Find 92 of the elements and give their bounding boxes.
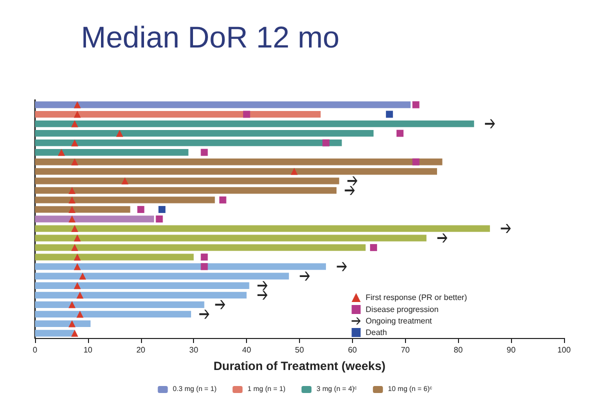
bar	[35, 234, 426, 242]
point	[219, 196, 226, 204]
bar	[35, 292, 247, 298]
point	[68, 196, 76, 204]
point	[71, 244, 78, 252]
point	[76, 310, 84, 318]
chart-title: Median DoR 12 mo	[81, 22, 340, 54]
point	[71, 225, 78, 232]
bar	[35, 187, 337, 194]
point	[74, 110, 81, 118]
point	[386, 110, 393, 118]
point	[412, 158, 420, 166]
point	[68, 301, 76, 308]
x-tick-label: 40	[242, 346, 252, 354]
x-tick-label: 100	[557, 346, 572, 354]
point	[68, 206, 76, 213]
point	[200, 263, 208, 270]
bar	[35, 225, 490, 232]
point	[71, 330, 78, 337]
point	[121, 177, 128, 184]
point	[68, 320, 76, 328]
point	[137, 206, 144, 213]
bar	[35, 158, 442, 166]
point	[243, 110, 250, 118]
bar	[35, 206, 130, 213]
legend-label: First response (PR or better)	[366, 293, 468, 302]
point	[215, 300, 226, 310]
point	[347, 176, 358, 186]
point	[79, 272, 86, 280]
bar	[35, 110, 321, 118]
point	[71, 139, 78, 146]
point	[437, 234, 448, 243]
bar	[35, 196, 215, 204]
bar	[35, 310, 192, 318]
point	[68, 186, 76, 194]
point	[200, 254, 208, 261]
x-axis-title: Duration of Treatment (weeks)	[213, 359, 386, 373]
point	[344, 186, 355, 195]
point	[200, 148, 208, 156]
point	[396, 130, 404, 137]
point	[336, 262, 347, 272]
bar	[35, 178, 340, 184]
bar	[35, 140, 342, 146]
x-tick-label: 10	[83, 346, 93, 354]
point	[156, 216, 163, 222]
point	[257, 290, 268, 300]
x-tick-label: 80	[454, 346, 464, 354]
point	[300, 272, 310, 281]
bar	[35, 282, 250, 289]
bar	[35, 168, 438, 175]
point	[71, 120, 78, 128]
point	[68, 216, 76, 222]
point	[74, 254, 81, 261]
x-tick-label: 60	[348, 346, 358, 354]
legend-label: Ongoing treatment	[366, 316, 433, 326]
bar	[35, 244, 366, 251]
point	[370, 244, 378, 252]
x-tick-label: 20	[136, 346, 146, 354]
x-tick-label: 50	[295, 346, 304, 354]
point	[71, 158, 78, 166]
bar	[35, 301, 204, 308]
legend-label: Death	[366, 328, 387, 337]
point	[484, 119, 495, 128]
bar	[35, 101, 411, 108]
point	[290, 168, 298, 175]
x-tick-label: 90	[506, 346, 516, 354]
x-tick-label: 0	[32, 346, 38, 354]
bar	[35, 120, 474, 128]
point	[500, 224, 511, 234]
point	[74, 101, 81, 108]
point	[76, 292, 84, 299]
point	[412, 101, 420, 108]
point	[322, 139, 330, 146]
point	[74, 263, 81, 270]
point	[199, 310, 210, 319]
x-tick-label: 30	[189, 346, 199, 354]
x-tick-label: 70	[400, 346, 410, 354]
bar	[35, 320, 91, 328]
point	[158, 206, 166, 213]
bar	[35, 330, 75, 337]
legend-label: Disease progression	[366, 305, 439, 314]
bar	[35, 149, 188, 156]
bar	[35, 272, 289, 280]
bar	[35, 130, 374, 137]
point	[58, 148, 65, 156]
point	[257, 281, 268, 290]
bar	[35, 254, 194, 260]
point	[116, 130, 124, 137]
point	[74, 234, 81, 242]
bar	[35, 216, 154, 222]
point	[74, 282, 81, 290]
bar	[35, 263, 326, 270]
